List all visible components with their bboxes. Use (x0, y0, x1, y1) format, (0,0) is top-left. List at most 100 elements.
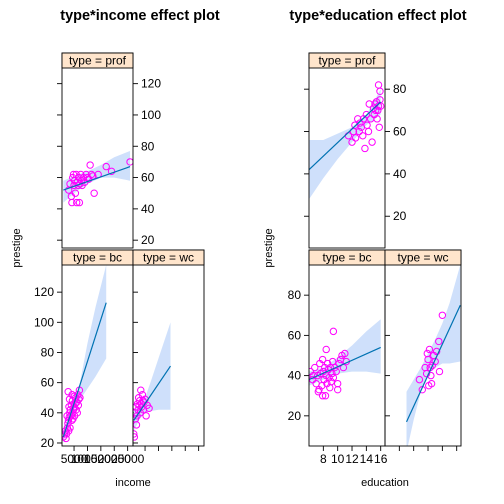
confidence-band (63, 265, 107, 443)
data-point (321, 392, 330, 400)
y-tick-label: 20 (288, 409, 302, 423)
data-point (373, 115, 381, 123)
data-point (435, 337, 443, 346)
x-tick-label: 15000 (84, 452, 118, 466)
y-tick-label: 60 (393, 125, 407, 139)
income-effect-plot: type = prof 20 40 60 80 100 120 type = bc 20 40 60… (11, 52, 205, 489)
data-point (145, 404, 153, 412)
data-point (311, 363, 319, 372)
data-point (133, 433, 139, 441)
data-point (68, 198, 76, 207)
panel-bc: type = bc 20 40 60 80 100 120 50001000015000200… (34, 249, 145, 466)
y-tick-label: 80 (288, 288, 302, 302)
strip (308, 52, 386, 69)
fit-line (405, 304, 461, 423)
data-point (71, 189, 80, 197)
data-point (435, 367, 444, 376)
data-point (70, 392, 79, 400)
data-point (102, 162, 110, 171)
strip-label: type = wc (397, 251, 448, 265)
data-point (376, 87, 384, 95)
data-point (65, 403, 73, 411)
confidence-band (133, 322, 171, 431)
data-point (359, 132, 367, 140)
x-tick-label: 14 (360, 452, 374, 466)
y-tick-label: 120 (34, 285, 54, 299)
data-point (376, 102, 385, 110)
data-point (90, 189, 98, 197)
data-point (364, 127, 373, 136)
y-tick-label: 20 (141, 233, 155, 247)
fit-line (309, 346, 381, 381)
data-point (318, 392, 327, 400)
strip-label: type = prof (318, 54, 376, 68)
confidence-band (63, 150, 131, 203)
strip (61, 52, 134, 69)
panel-wc: type = wc (384, 249, 462, 451)
data-point (328, 369, 336, 378)
data-point (107, 167, 116, 176)
strip-label: type = bc (73, 251, 122, 265)
data-point (415, 375, 424, 384)
y-tick-label: 20 (41, 436, 55, 450)
panel-wc: type = wc (132, 249, 205, 451)
data-point (327, 377, 335, 386)
data-point (365, 100, 373, 108)
y-tick-label: 80 (141, 139, 155, 153)
x-tick-label: 10000 (71, 452, 105, 466)
data-point (348, 138, 356, 146)
strip (132, 249, 205, 266)
panel-prof: type = prof 20 40 60 80 (304, 52, 407, 249)
y-tick-label: 20 (393, 209, 407, 223)
data-point (133, 430, 138, 438)
chart-2-title: type*education effect plot (289, 8, 466, 24)
data-point (73, 198, 81, 207)
data-point (341, 349, 349, 358)
data-point (333, 379, 342, 388)
y-tick-label: 80 (393, 82, 407, 96)
panel-bc: type = bc 20 40 60 80 8 10 12 14 16 (288, 249, 390, 466)
x-tick-label: 25000 (111, 452, 145, 466)
data-point (86, 161, 94, 169)
y-axis-label: prestige (11, 228, 23, 267)
y-tick-label: 80 (41, 345, 55, 359)
data-point (64, 416, 73, 425)
data-point (362, 110, 371, 119)
data-point (137, 386, 145, 394)
confidence-band (309, 89, 381, 200)
data-point (333, 385, 342, 394)
y-tick-label: 60 (288, 328, 302, 342)
data-point (351, 121, 359, 129)
fit-line (63, 166, 131, 191)
data-point (142, 412, 150, 420)
data-point (372, 98, 381, 106)
strip (384, 249, 462, 266)
y-tick-label: 40 (41, 406, 55, 420)
data-point (73, 409, 81, 417)
data-point (423, 349, 432, 358)
y-tick-label: 40 (393, 167, 407, 181)
strip-label: type = prof (69, 54, 127, 68)
data-point (355, 127, 363, 136)
data-point (425, 381, 433, 390)
data-point (438, 311, 447, 319)
fit-line (62, 302, 107, 438)
x-tick-label: 8 (320, 452, 327, 466)
x-tick-label: 12 (345, 452, 359, 466)
data-point (332, 367, 340, 376)
panel-prof: type = prof 20 40 60 80 100 120 (57, 52, 161, 249)
data-point (432, 347, 441, 356)
confidence-band (406, 265, 461, 446)
data-point (351, 134, 360, 142)
fit-line (133, 365, 172, 421)
y-tick-label: 60 (141, 171, 155, 185)
data-point (361, 144, 369, 153)
data-point (354, 115, 362, 123)
data-point (75, 198, 84, 207)
y-tick-label: 100 (141, 108, 161, 122)
data-point (126, 158, 133, 166)
y-axis-label: prestige (263, 228, 275, 267)
data-point (322, 345, 330, 354)
data-point (329, 373, 338, 382)
data-point (356, 119, 364, 127)
